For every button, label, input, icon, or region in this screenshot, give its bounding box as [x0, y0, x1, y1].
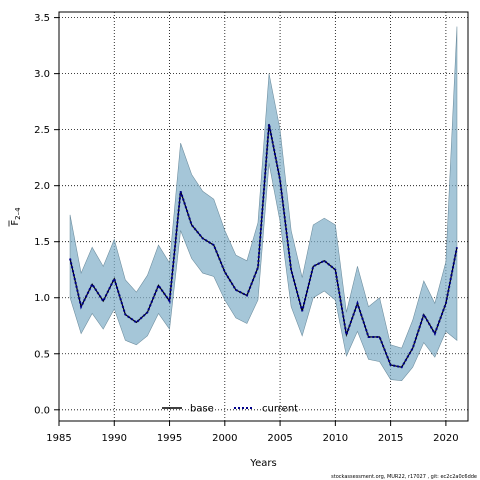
tick-layer: 1985 1990 1995 2000 2005 2010 2015 2020 0.0 0.5 1.… — [34, 13, 459, 444]
confidence-band — [69, 26, 458, 381]
svg-text:F2–4: F2–4 — [10, 207, 22, 226]
y-tick-label-2: 2.0 — [34, 181, 50, 192]
y-tick-label-2.5: 2.5 — [34, 125, 50, 136]
x-tick-label-2005: 2005 — [267, 433, 292, 444]
series-layer — [69, 123, 458, 369]
x-tick-label-2020: 2020 — [433, 433, 458, 444]
y-tick-label-1: 1.0 — [34, 293, 50, 304]
x-tick-label-2000: 2000 — [212, 433, 237, 444]
y-axis-title-subscript: 2–4 — [14, 207, 22, 220]
credit-text: stockassessment.org, MUR22, r17027 , git… — [331, 474, 477, 480]
x-tick-label-1995: 1995 — [157, 433, 182, 444]
confidence-band-layer — [69, 26, 458, 381]
y-tick-label-3.5: 3.5 — [34, 13, 50, 24]
legend-label-base: base — [190, 404, 214, 415]
y-axis-title-main: F — [10, 220, 21, 226]
x-tick-label-2015: 2015 — [378, 433, 403, 444]
plot-frame — [58, 11, 469, 422]
x-tick-label-2010: 2010 — [323, 433, 348, 444]
legend: base current — [162, 404, 298, 415]
y-tick-label-1.5: 1.5 — [34, 237, 50, 248]
legend-label-current: current — [262, 404, 298, 415]
y-tick-label-3: 3.0 — [34, 69, 50, 80]
x-axis-title: Years — [249, 458, 276, 469]
y-tick-label-0.5: 0.5 — [34, 349, 50, 360]
y-axis-title: F2–4 — [8, 207, 22, 227]
x-tick-label-1985: 1985 — [46, 433, 71, 444]
series-line-current — [69, 123, 458, 369]
y-tick-label-0: 0.0 — [34, 405, 50, 416]
x-tick-label-1990: 1990 — [102, 433, 127, 444]
